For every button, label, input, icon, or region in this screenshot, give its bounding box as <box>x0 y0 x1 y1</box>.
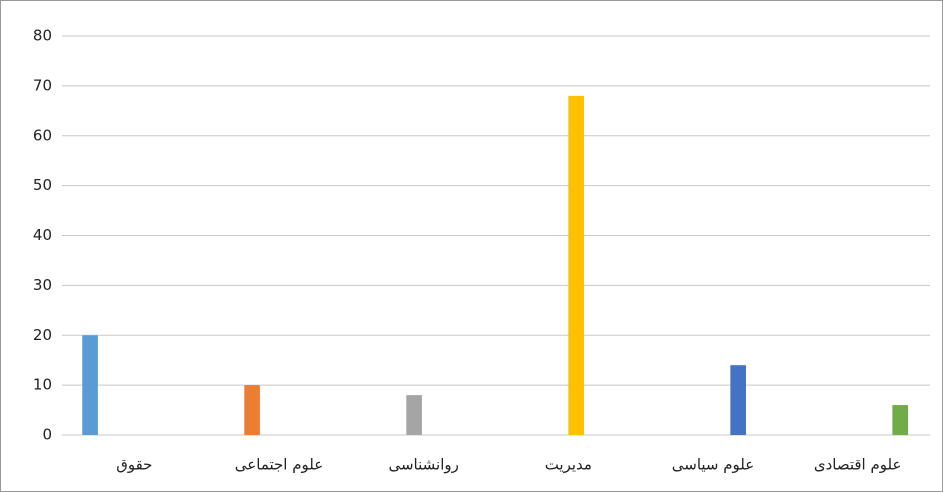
y-tick-label: 0 <box>42 426 52 444</box>
bar <box>82 335 98 435</box>
bar <box>406 395 422 435</box>
x-tick-label: علوم اجتماعی <box>235 456 323 474</box>
x-tick-label: حقوق <box>116 456 152 474</box>
bar <box>244 385 260 435</box>
x-tick-label: روانشناسی <box>388 456 458 474</box>
y-tick-label: 10 <box>33 376 52 394</box>
bar <box>730 365 746 435</box>
y-tick-label: 40 <box>33 226 52 244</box>
y-tick-label: 60 <box>33 126 52 144</box>
x-tick-label: علوم سیاسی <box>672 456 754 474</box>
y-tick-label: 30 <box>33 276 52 294</box>
x-tick-label: علوم اقتصادی <box>814 456 902 474</box>
bar <box>892 405 909 435</box>
y-tick-label: 20 <box>33 326 52 344</box>
x-tick-label: مدیریت <box>545 456 592 474</box>
bar <box>568 95 584 435</box>
y-tick-label: 80 <box>33 27 52 45</box>
y-tick-label: 50 <box>33 176 52 194</box>
y-tick-label: 70 <box>33 76 52 94</box>
